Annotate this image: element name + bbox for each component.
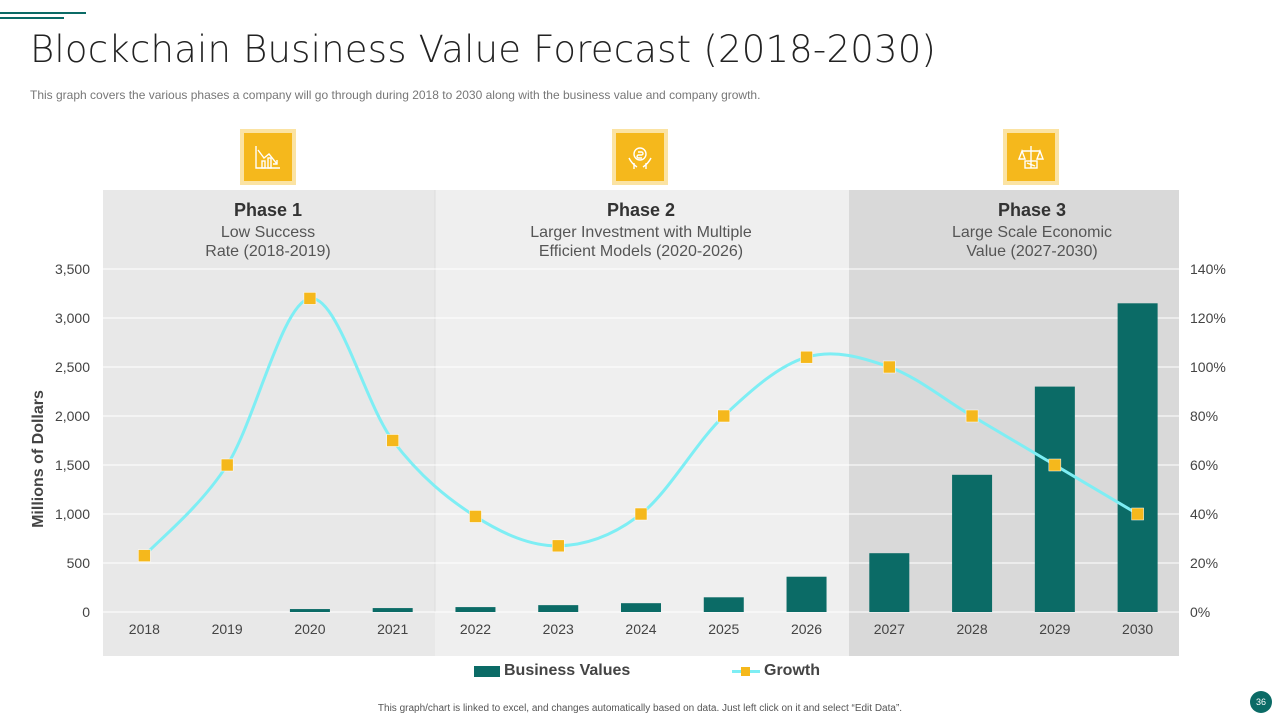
- bar-business-value: [1034, 386, 1075, 612]
- legend-label-growth: Growth: [764, 662, 820, 679]
- legend-label-business-values: Business Values: [504, 662, 631, 679]
- phase-1-desc-line2: Rate (2018-2019): [205, 243, 330, 260]
- bar-business-value: [372, 608, 413, 612]
- x-tick-label: 2025: [708, 621, 739, 637]
- y2-tick-label: 20%: [1190, 555, 1218, 571]
- x-tick-label: 2023: [543, 621, 574, 637]
- page-number-badge: 36: [1250, 691, 1272, 713]
- legend-item-business-values: Business Values: [474, 662, 630, 680]
- page-subtitle: This graph covers the various phases a c…: [30, 88, 761, 102]
- bar-business-value: [703, 597, 744, 612]
- legend-swatch-bar: [474, 665, 500, 677]
- phase-1-band: [103, 190, 435, 656]
- growth-point: [965, 409, 979, 423]
- y2-tick-label: 80%: [1190, 408, 1218, 424]
- growth-line: [143, 296, 1139, 557]
- page-title: Blockchain Business Value Forecast (2018…: [30, 28, 937, 71]
- x-tick-label: 2026: [791, 621, 822, 637]
- footer-note: This graph/chart is linked to excel, and…: [377, 703, 903, 714]
- growth-point: [800, 350, 813, 364]
- top-accent-line-short: [0, 17, 64, 19]
- y2-tick-label: 100%: [1190, 359, 1226, 375]
- legend-item-growth: Growth: [732, 662, 820, 680]
- phase-2-title: Phase 2: [607, 200, 675, 220]
- y2-tick-label: 120%: [1190, 310, 1226, 326]
- y-tick-label: 500: [67, 555, 91, 571]
- bar-business-value: [289, 609, 330, 612]
- phase-3-desc-line2: Value (2027-2030): [966, 243, 1097, 260]
- phase-3-title: Phase 3: [998, 200, 1066, 220]
- y-tick-label: 1,000: [55, 506, 90, 522]
- x-tick-label: 2020: [294, 621, 325, 637]
- growth-point: [1131, 507, 1144, 521]
- bar-business-value: [621, 603, 661, 612]
- growth-point: [220, 458, 234, 472]
- phase-2-desc-line2: Efficient Models (2020-2026): [539, 243, 743, 260]
- x-tick-label: 2028: [956, 621, 987, 637]
- growth-point: [551, 539, 565, 553]
- growth-point: [386, 434, 399, 447]
- legend-swatch-line: [732, 666, 760, 677]
- phase-2-desc-line1: Larger Investment with Multiple: [530, 224, 752, 241]
- economic-scale-icon: [1003, 129, 1059, 185]
- y-tick-label: 0: [82, 604, 90, 620]
- y2-tick-label: 140%: [1190, 261, 1226, 277]
- investment-hands-icon: [612, 129, 668, 185]
- phase-1-desc-line1: Low Success: [221, 224, 315, 241]
- growth-point: [469, 510, 482, 523]
- growth-point: [717, 409, 731, 423]
- phase-2-band: [435, 190, 849, 656]
- top-accent-line: [0, 12, 86, 14]
- growth-point: [303, 292, 317, 305]
- bar-business-value: [786, 576, 827, 612]
- y-tick-label: 3,500: [55, 261, 90, 277]
- y2-tick-label: 60%: [1190, 457, 1218, 473]
- bar-business-value: [455, 607, 496, 612]
- x-tick-label: 2030: [1122, 621, 1153, 637]
- x-tick-label: 2029: [1039, 621, 1070, 637]
- bar-business-value: [538, 605, 579, 612]
- y-tick-label: 2,000: [55, 408, 90, 424]
- x-tick-label: 2018: [129, 621, 160, 637]
- growth-point: [634, 507, 648, 521]
- growth-point: [1048, 458, 1062, 472]
- x-tick-label: 2019: [212, 621, 243, 637]
- y-tick-label: 2,500: [55, 359, 90, 375]
- x-tick-label: 2024: [625, 621, 656, 637]
- y2-tick-label: 0%: [1190, 604, 1210, 620]
- bar-business-value: [869, 553, 910, 612]
- phase-1-title: Phase 1: [234, 200, 302, 220]
- y-tick-label: 1,500: [55, 457, 90, 473]
- x-tick-label: 2027: [874, 621, 905, 637]
- growth-point: [138, 549, 151, 562]
- y-axis-label: Millions of Dollars: [30, 390, 47, 528]
- declining-chart-icon: [240, 129, 296, 185]
- x-tick-label: 2022: [460, 621, 491, 637]
- phase-3-desc-line1: Large Scale Economic: [952, 224, 1112, 241]
- y2-tick-label: 40%: [1190, 506, 1218, 522]
- bar-business-value: [1117, 303, 1158, 612]
- bar-business-value: [952, 474, 993, 612]
- x-tick-label: 2021: [377, 621, 408, 637]
- growth-point: [883, 360, 896, 374]
- y-tick-label: 3,000: [55, 310, 90, 326]
